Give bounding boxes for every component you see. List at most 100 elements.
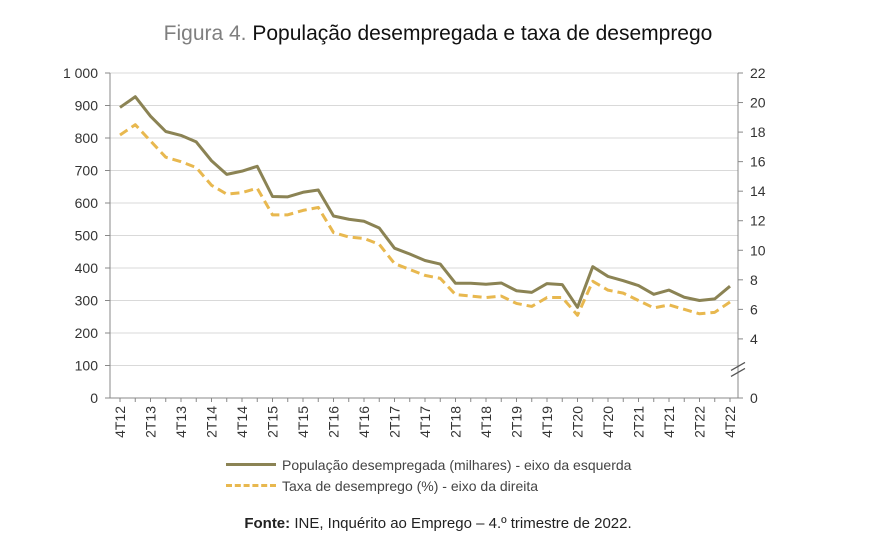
x-tick-label: 2T17 <box>387 406 403 438</box>
data-point-unemployed <box>500 281 503 284</box>
data-point-rate <box>256 187 259 190</box>
x-tick-label: 2T13 <box>143 406 159 438</box>
data-point-rate <box>530 305 533 308</box>
data-point-rate <box>195 166 198 169</box>
data-point-unemployed <box>286 195 289 198</box>
x-tick-label: 4T19 <box>539 406 555 438</box>
data-point-rate <box>347 235 350 238</box>
data-point-rate <box>652 306 655 309</box>
y-left-tick-label: 1 000 <box>63 65 98 81</box>
data-point-rate <box>302 209 305 212</box>
data-point-rate <box>225 193 228 196</box>
data-point-unemployed <box>363 220 366 223</box>
data-point-rate <box>729 300 732 303</box>
data-point-unemployed <box>530 291 533 294</box>
data-point-unemployed <box>729 285 732 288</box>
data-point-unemployed <box>134 95 137 98</box>
data-point-unemployed <box>302 191 305 194</box>
legend-label-unemployed: População desempregada (milhares) - eixo… <box>282 456 632 473</box>
data-point-rate <box>698 312 701 315</box>
x-tick-label: 4T21 <box>661 406 677 438</box>
y-left-tick-label: 400 <box>75 260 99 276</box>
data-point-rate <box>271 213 274 216</box>
data-point-rate <box>469 295 472 298</box>
data-point-rate <box>591 280 594 283</box>
axis-break-mark <box>730 367 746 377</box>
y-left-tick-label: 900 <box>75 98 99 114</box>
chart-title: Figura 4. População desempregada e taxa … <box>0 22 876 46</box>
data-point-rate <box>134 123 137 126</box>
series-line-rate <box>119 123 731 317</box>
y-left-tick-label: 300 <box>75 293 99 309</box>
data-point-unemployed <box>698 299 701 302</box>
data-point-rate <box>408 268 411 271</box>
legend: População desempregada (milhares) - eixo… <box>226 454 631 496</box>
data-point-rate <box>119 134 122 137</box>
y-left-tick-label: 100 <box>75 358 99 374</box>
axis-break-mark <box>730 361 746 371</box>
data-point-unemployed <box>332 215 335 218</box>
data-point-rate <box>500 295 503 298</box>
data-point-unemployed <box>561 283 564 286</box>
x-tick-label: 4T15 <box>295 406 311 438</box>
data-point-unemployed <box>378 227 381 230</box>
data-point-unemployed <box>454 282 457 285</box>
data-point-unemployed <box>652 293 655 296</box>
data-point-rate <box>683 308 686 311</box>
data-point-rate <box>637 299 640 302</box>
x-tick-label: 2T14 <box>204 406 220 438</box>
y-right-tick-label: 14 <box>750 183 766 199</box>
data-point-unemployed <box>622 279 625 282</box>
x-tick-label: 4T22 <box>722 406 738 438</box>
data-point-unemployed <box>256 165 259 168</box>
data-point-rate <box>149 139 152 142</box>
y-left-tick-label: 500 <box>75 228 99 244</box>
data-point-unemployed <box>637 284 640 287</box>
data-point-unemployed <box>241 170 244 173</box>
legend-label-rate: Taxa de desemprego (%) - eixo da direita <box>282 477 539 494</box>
x-tick-label: 4T16 <box>356 406 372 438</box>
y-left-tick-label: 200 <box>75 325 99 341</box>
data-point-rate <box>317 206 320 209</box>
legend-item-rate: Taxa de desemprego (%) - eixo da direita <box>226 475 631 496</box>
data-point-rate <box>454 293 457 296</box>
x-tick-label: 4T17 <box>417 406 433 438</box>
data-point-rate <box>286 213 289 216</box>
data-point-rate <box>378 243 381 246</box>
data-point-rate <box>546 296 549 299</box>
x-tick-label: 4T20 <box>600 406 616 438</box>
y-left-tick-label: 600 <box>75 195 99 211</box>
data-point-unemployed <box>424 259 427 262</box>
source-label: Fonte: <box>244 515 291 532</box>
figure-number: Figura 4. <box>163 22 247 45</box>
y-right-tick-label: 20 <box>750 95 766 111</box>
x-tick-label: 2T19 <box>509 406 525 438</box>
data-point-rate <box>561 296 564 299</box>
data-point-rate <box>515 302 518 305</box>
y-right-tick-label: 10 <box>750 242 766 258</box>
y-right-tick-label: 16 <box>750 154 766 170</box>
data-point-rate <box>164 156 167 159</box>
y-right-tick-label: 22 <box>750 65 766 81</box>
data-point-unemployed <box>180 134 183 137</box>
data-point-unemployed <box>149 115 152 118</box>
data-point-unemployed <box>485 283 488 286</box>
y-right-tick-label: 6 <box>750 301 758 317</box>
legend-swatch-dashed <box>226 484 276 487</box>
x-tick-label: 2T20 <box>570 406 586 438</box>
data-point-unemployed <box>439 263 442 266</box>
legend-swatch-solid <box>226 463 276 466</box>
data-point-unemployed <box>317 189 320 192</box>
data-point-unemployed <box>225 173 228 176</box>
data-point-rate <box>668 303 671 306</box>
data-point-unemployed <box>713 297 716 300</box>
data-point-rate <box>607 289 610 292</box>
data-point-unemployed <box>469 282 472 285</box>
data-point-rate <box>180 160 183 163</box>
legend-item-unemployed: População desempregada (milhares) - eixo… <box>226 454 631 475</box>
data-point-unemployed <box>576 306 579 309</box>
data-point-rate <box>439 277 442 280</box>
data-point-unemployed <box>683 296 686 299</box>
data-point-rate <box>332 231 335 234</box>
data-point-rate <box>424 274 427 277</box>
